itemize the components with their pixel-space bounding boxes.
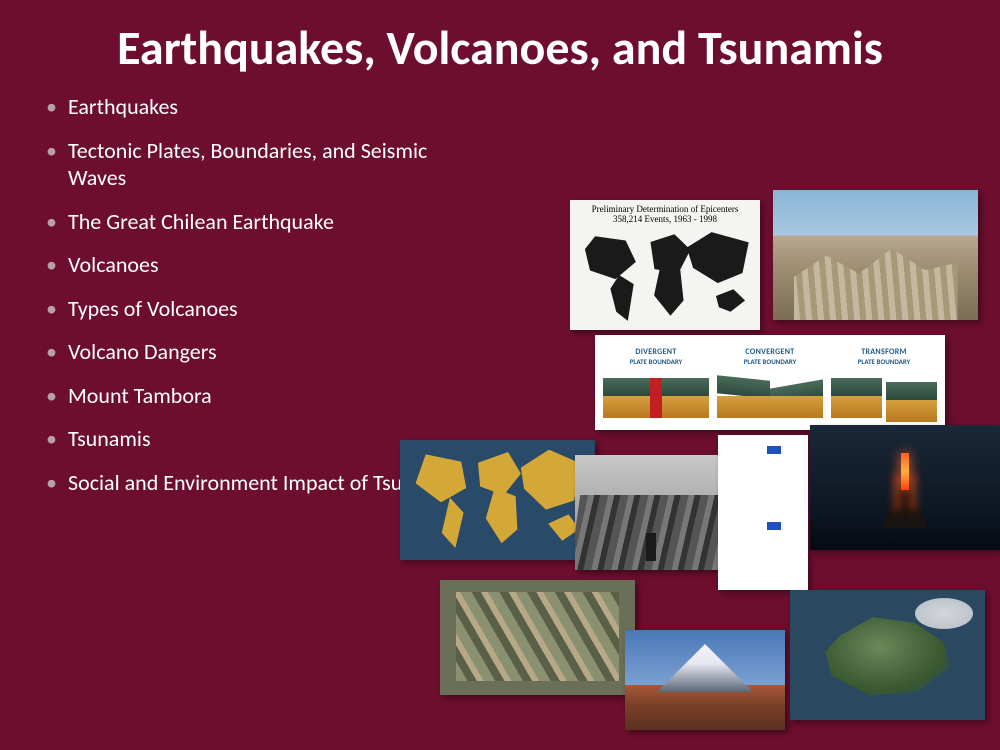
thumb-epicenters-map: Preliminary Determination of Epicenters … [570, 200, 760, 330]
slide-title: Earthquakes, Volcanoes, and Tsunamis [40, 20, 960, 75]
transform-boundary-icon: TRANSFORM PLATE BOUNDARY [831, 347, 937, 418]
thumb-snow-volcano [625, 630, 785, 730]
epicenters-caption-1: Preliminary Determination of Epicenters [592, 204, 739, 214]
epicenters-caption-2: 358,214 Events, 1963 - 1998 [613, 214, 717, 224]
convergent-boundary-icon: CONVERGENT PLATE BOUNDARY [717, 347, 823, 418]
bullet-item: Earthquakes [40, 93, 463, 121]
image-collage: Preliminary Determination of Epicenters … [380, 180, 1000, 740]
thumb-tectonic-plates-map [400, 440, 595, 560]
thumb-tsunami-aerial-damage [440, 580, 635, 695]
presentation-slide: Earthquakes, Volcanoes, and Tsunamis Ear… [0, 0, 1000, 750]
thumb-volcano-types-diagram [718, 435, 808, 590]
thumb-volcano-erupting [810, 425, 1000, 550]
thumb-earthquake-rubble [773, 190, 978, 320]
world-map-icon [574, 224, 756, 326]
thumb-volcanic-island-satellite [790, 590, 985, 720]
divergent-boundary-icon: DIVERGENT PLATE BOUNDARY [603, 347, 709, 418]
thumb-plate-boundaries-diagram: DIVERGENT PLATE BOUNDARY CONVERGENT PLAT… [595, 335, 945, 430]
